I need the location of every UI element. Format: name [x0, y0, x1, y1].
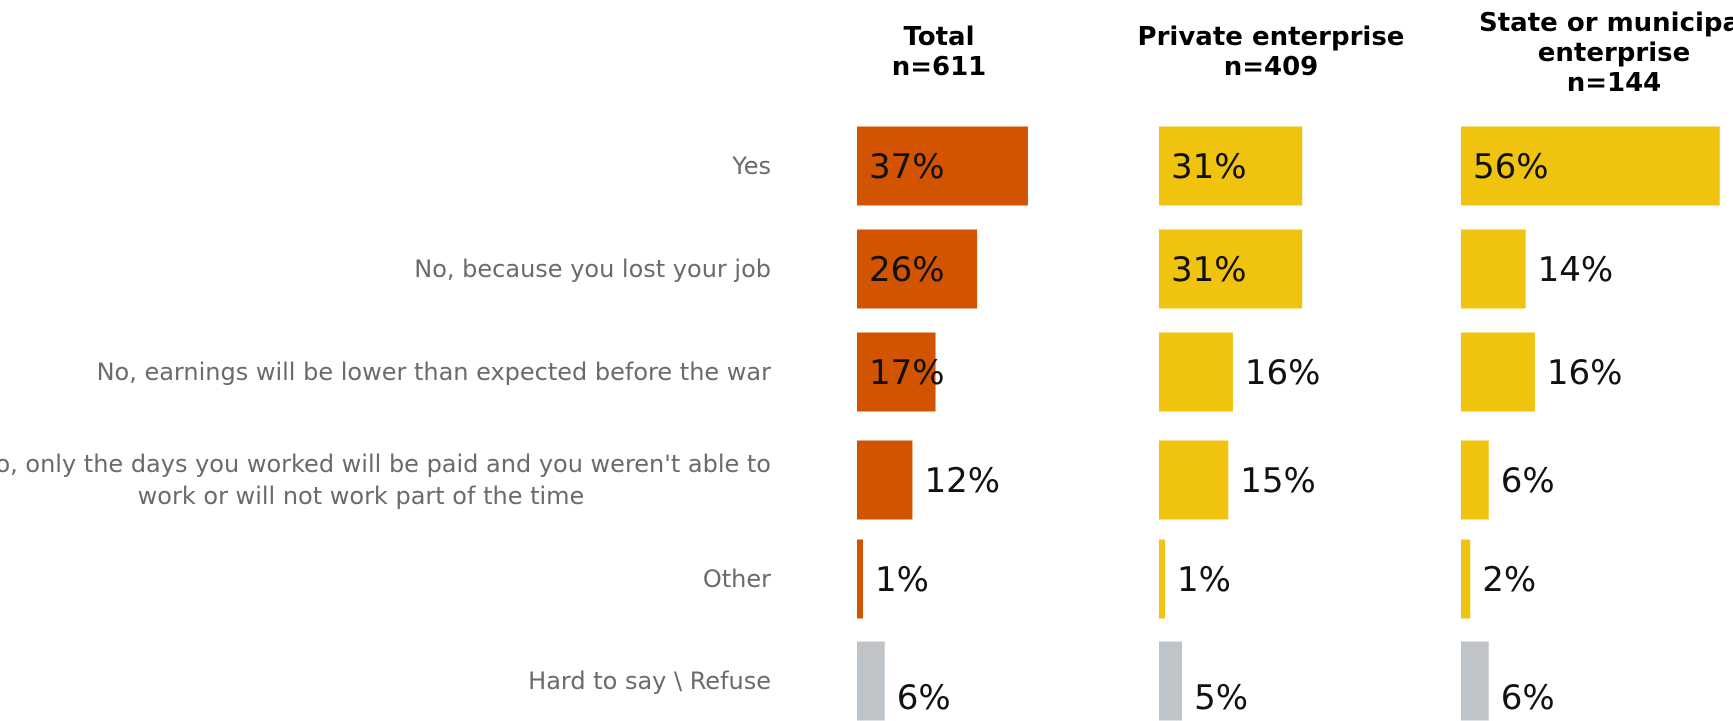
value-label: 31%: [1171, 250, 1247, 290]
bar: [1461, 539, 1471, 619]
bar: [857, 332, 936, 412]
bar: [857, 126, 1028, 206]
panel-header-line: Private enterprise: [1137, 22, 1405, 52]
bar: [1159, 440, 1229, 520]
value-label: 6%: [1501, 678, 1555, 718]
value-label: 12%: [924, 461, 1000, 501]
value-label: 1%: [875, 560, 929, 600]
panel-header-line: n=611: [891, 52, 987, 82]
bar: [1159, 126, 1303, 206]
panel-header-line: Total: [903, 22, 975, 52]
category-label: No, only the days you worked will be pai…: [0, 448, 771, 512]
bar: [1461, 126, 1720, 206]
panel-header-line: State or municipal: [1479, 8, 1733, 38]
panel-header-line: n=409: [1223, 52, 1319, 82]
value-label: 1%: [1177, 560, 1231, 600]
panel-header: Private enterprise n=409: [1071, 22, 1471, 82]
category-label: No, earnings will be lower than expected…: [96, 358, 771, 386]
category-label: Yes: [732, 152, 771, 180]
value-label: 16%: [1547, 353, 1623, 393]
bar: [857, 229, 978, 309]
panel-header-line: n=144: [1566, 68, 1662, 98]
bar: [857, 440, 913, 520]
bar: [857, 641, 885, 721]
bar: [1159, 539, 1165, 619]
bar: [1159, 229, 1303, 309]
bar: [1461, 641, 1489, 721]
value-label: 6%: [1501, 461, 1555, 501]
panel-header-line: enterprise: [1537, 38, 1691, 68]
value-label: 31%: [1171, 147, 1247, 187]
value-label: 37%: [869, 147, 945, 187]
value-label: 5%: [1194, 678, 1248, 718]
value-label: 16%: [1245, 353, 1321, 393]
category-label-line: No, only the days you worked will be pai…: [0, 450, 771, 478]
bar: [1461, 440, 1489, 520]
value-label: 56%: [1473, 147, 1549, 187]
value-label: 15%: [1240, 461, 1316, 501]
category-label: Hard to say \ Refuse: [528, 667, 771, 695]
value-label: 14%: [1538, 250, 1614, 290]
panel-header: Total n=611: [739, 22, 1139, 82]
value-label: 2%: [1482, 560, 1536, 600]
category-label-line: work or will not work part of the time: [137, 482, 585, 510]
panel-header: State or municipal enterprise n=144: [1414, 8, 1733, 98]
value-label: 26%: [869, 250, 945, 290]
bar: [1159, 641, 1183, 721]
category-label: No, because you lost your job: [414, 255, 771, 283]
bar: [1461, 229, 1526, 309]
value-label: 6%: [897, 678, 951, 718]
bar: [1159, 332, 1233, 412]
bar: [1461, 332, 1535, 412]
value-label: 17%: [869, 353, 945, 393]
bar: [857, 539, 863, 619]
category-label: Other: [702, 565, 771, 593]
